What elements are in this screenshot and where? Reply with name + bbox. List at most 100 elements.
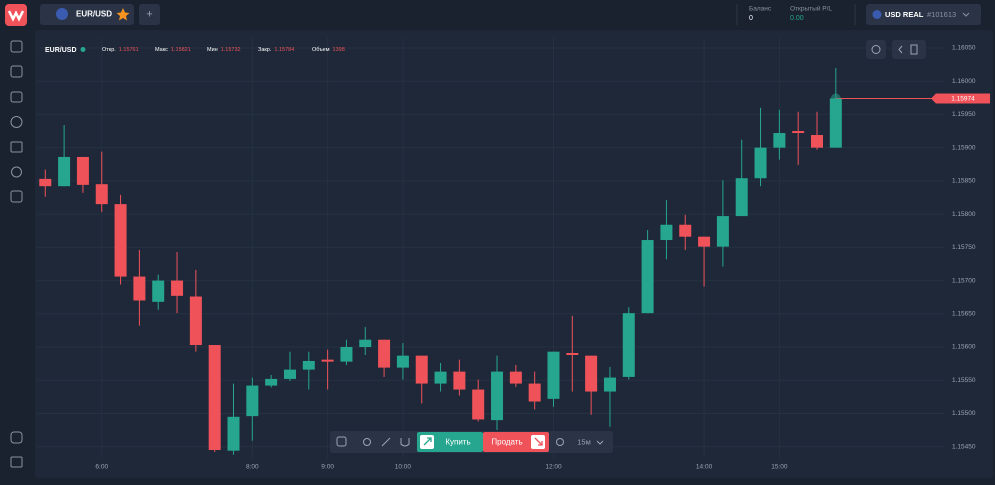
legend-value: 1.15821 (171, 47, 191, 53)
icon[interactable] (10, 431, 23, 444)
x-tick-label: 10:00 (395, 464, 412, 471)
icon[interactable] (363, 438, 371, 446)
legend-value: 1.15784 (274, 47, 294, 53)
candle-body (359, 339, 372, 348)
price-tag (931, 93, 990, 104)
candle-body (566, 353, 579, 355)
chart-button[interactable] (866, 40, 886, 59)
icon[interactable] (381, 437, 391, 447)
flag (872, 10, 882, 19)
arrow-down (534, 437, 543, 446)
candle-body (302, 360, 315, 370)
account-id: #101613 (927, 10, 956, 19)
legend-label: Мин (207, 47, 218, 53)
candle-body (792, 131, 805, 134)
sidebar-icons (10, 40, 23, 468)
icon[interactable] (556, 438, 564, 446)
star[interactable] (116, 8, 130, 21)
candle-body (547, 351, 560, 399)
icon[interactable] (10, 116, 23, 128)
candle-body (95, 184, 108, 205)
pl-label: Открытый P/L (790, 5, 832, 13)
candle-body (396, 355, 409, 368)
icon[interactable] (10, 190, 23, 203)
candle-body (622, 313, 635, 377)
legend-label: Откр. (102, 47, 116, 53)
candle-body (378, 339, 391, 368)
account-button[interactable] (866, 4, 981, 25)
icon[interactable] (336, 436, 347, 447)
x-tick-label: 14:00 (696, 464, 713, 471)
candle-body (528, 383, 541, 402)
y-tick-label: 1.15450 (952, 443, 976, 450)
tool-icons (336, 436, 604, 447)
candle-body (509, 371, 522, 384)
legend-value: 1.15761 (119, 47, 139, 53)
icon[interactable] (10, 91, 23, 103)
y-tick-label: 1.15550 (952, 377, 976, 384)
y-tick-label: 1.15700 (952, 277, 976, 284)
y-tick-label: 1.15600 (952, 344, 976, 351)
x-tick-label: 9:00 (321, 464, 334, 471)
legend-value: 1.15732 (221, 47, 241, 53)
icon[interactable] (10, 40, 23, 53)
candle-body (735, 178, 748, 217)
x-tick-label: 6:00 (95, 464, 108, 471)
y-tick-label: 1.15750 (952, 244, 976, 251)
icon[interactable] (10, 65, 23, 78)
candle-body (415, 355, 428, 384)
x-tick-label: 15:00 (771, 464, 788, 471)
buy-label: Купить (445, 438, 470, 447)
candle-body (603, 377, 616, 392)
balance-label: Баланс (749, 6, 772, 13)
y-tick-label: 1.15850 (952, 178, 976, 185)
icon[interactable] (10, 456, 23, 468)
ohlc-legend: Откр. 1.15761 (102, 47, 139, 53)
icon[interactable] (11, 166, 22, 178)
add-tab[interactable] (139, 4, 160, 25)
y-tick-label: 1.15500 (952, 410, 976, 417)
y-tick-label: 1.16000 (952, 78, 976, 85)
sidebar (0, 30, 33, 480)
icon (871, 45, 881, 54)
live-dot (80, 47, 86, 52)
candle-body (114, 204, 127, 277)
icon (898, 44, 918, 55)
candle-body (716, 216, 729, 247)
candle-body (152, 280, 165, 302)
candle-body (472, 389, 485, 420)
y-tick-label: 1.15800 (952, 211, 976, 218)
icon[interactable] (596, 440, 604, 445)
chevron (962, 12, 970, 17)
timeframe[interactable]: 15м (577, 437, 591, 446)
sell-label: Продать (491, 438, 522, 447)
candle-body (246, 385, 259, 417)
y-tick-label: 1.16050 (952, 45, 976, 52)
candle-body (171, 280, 184, 296)
candle-body (208, 345, 221, 451)
candle-body (698, 236, 711, 247)
symbol: EUR/USD (45, 47, 77, 54)
pl: 0.00 (790, 15, 804, 22)
candle-body (641, 240, 654, 314)
legend-label: Закр. (258, 47, 272, 53)
candle-body (660, 224, 673, 241)
legend-value: 1398 (333, 47, 345, 53)
chart: 1.16050 1.16000 1.15950 1.15900 1.15850 1.158… (37, 38, 990, 471)
x-tick-label: 12:00 (545, 464, 562, 471)
icon[interactable] (10, 141, 23, 153)
candle-body (265, 378, 278, 386)
sell-icon (531, 435, 545, 449)
flag (56, 8, 68, 20)
candle-body (133, 276, 146, 301)
candle-body (340, 347, 353, 362)
icon[interactable] (400, 438, 410, 447)
asset-name: EUR/USD (76, 10, 112, 19)
chart-button[interactable] (892, 40, 926, 59)
candle-body (679, 224, 692, 237)
ohlc-legend: Объем 1398 (312, 47, 345, 53)
x-tick-label: 8:00 (246, 464, 259, 471)
candle-body (189, 296, 202, 346)
arrow-up (423, 437, 432, 446)
